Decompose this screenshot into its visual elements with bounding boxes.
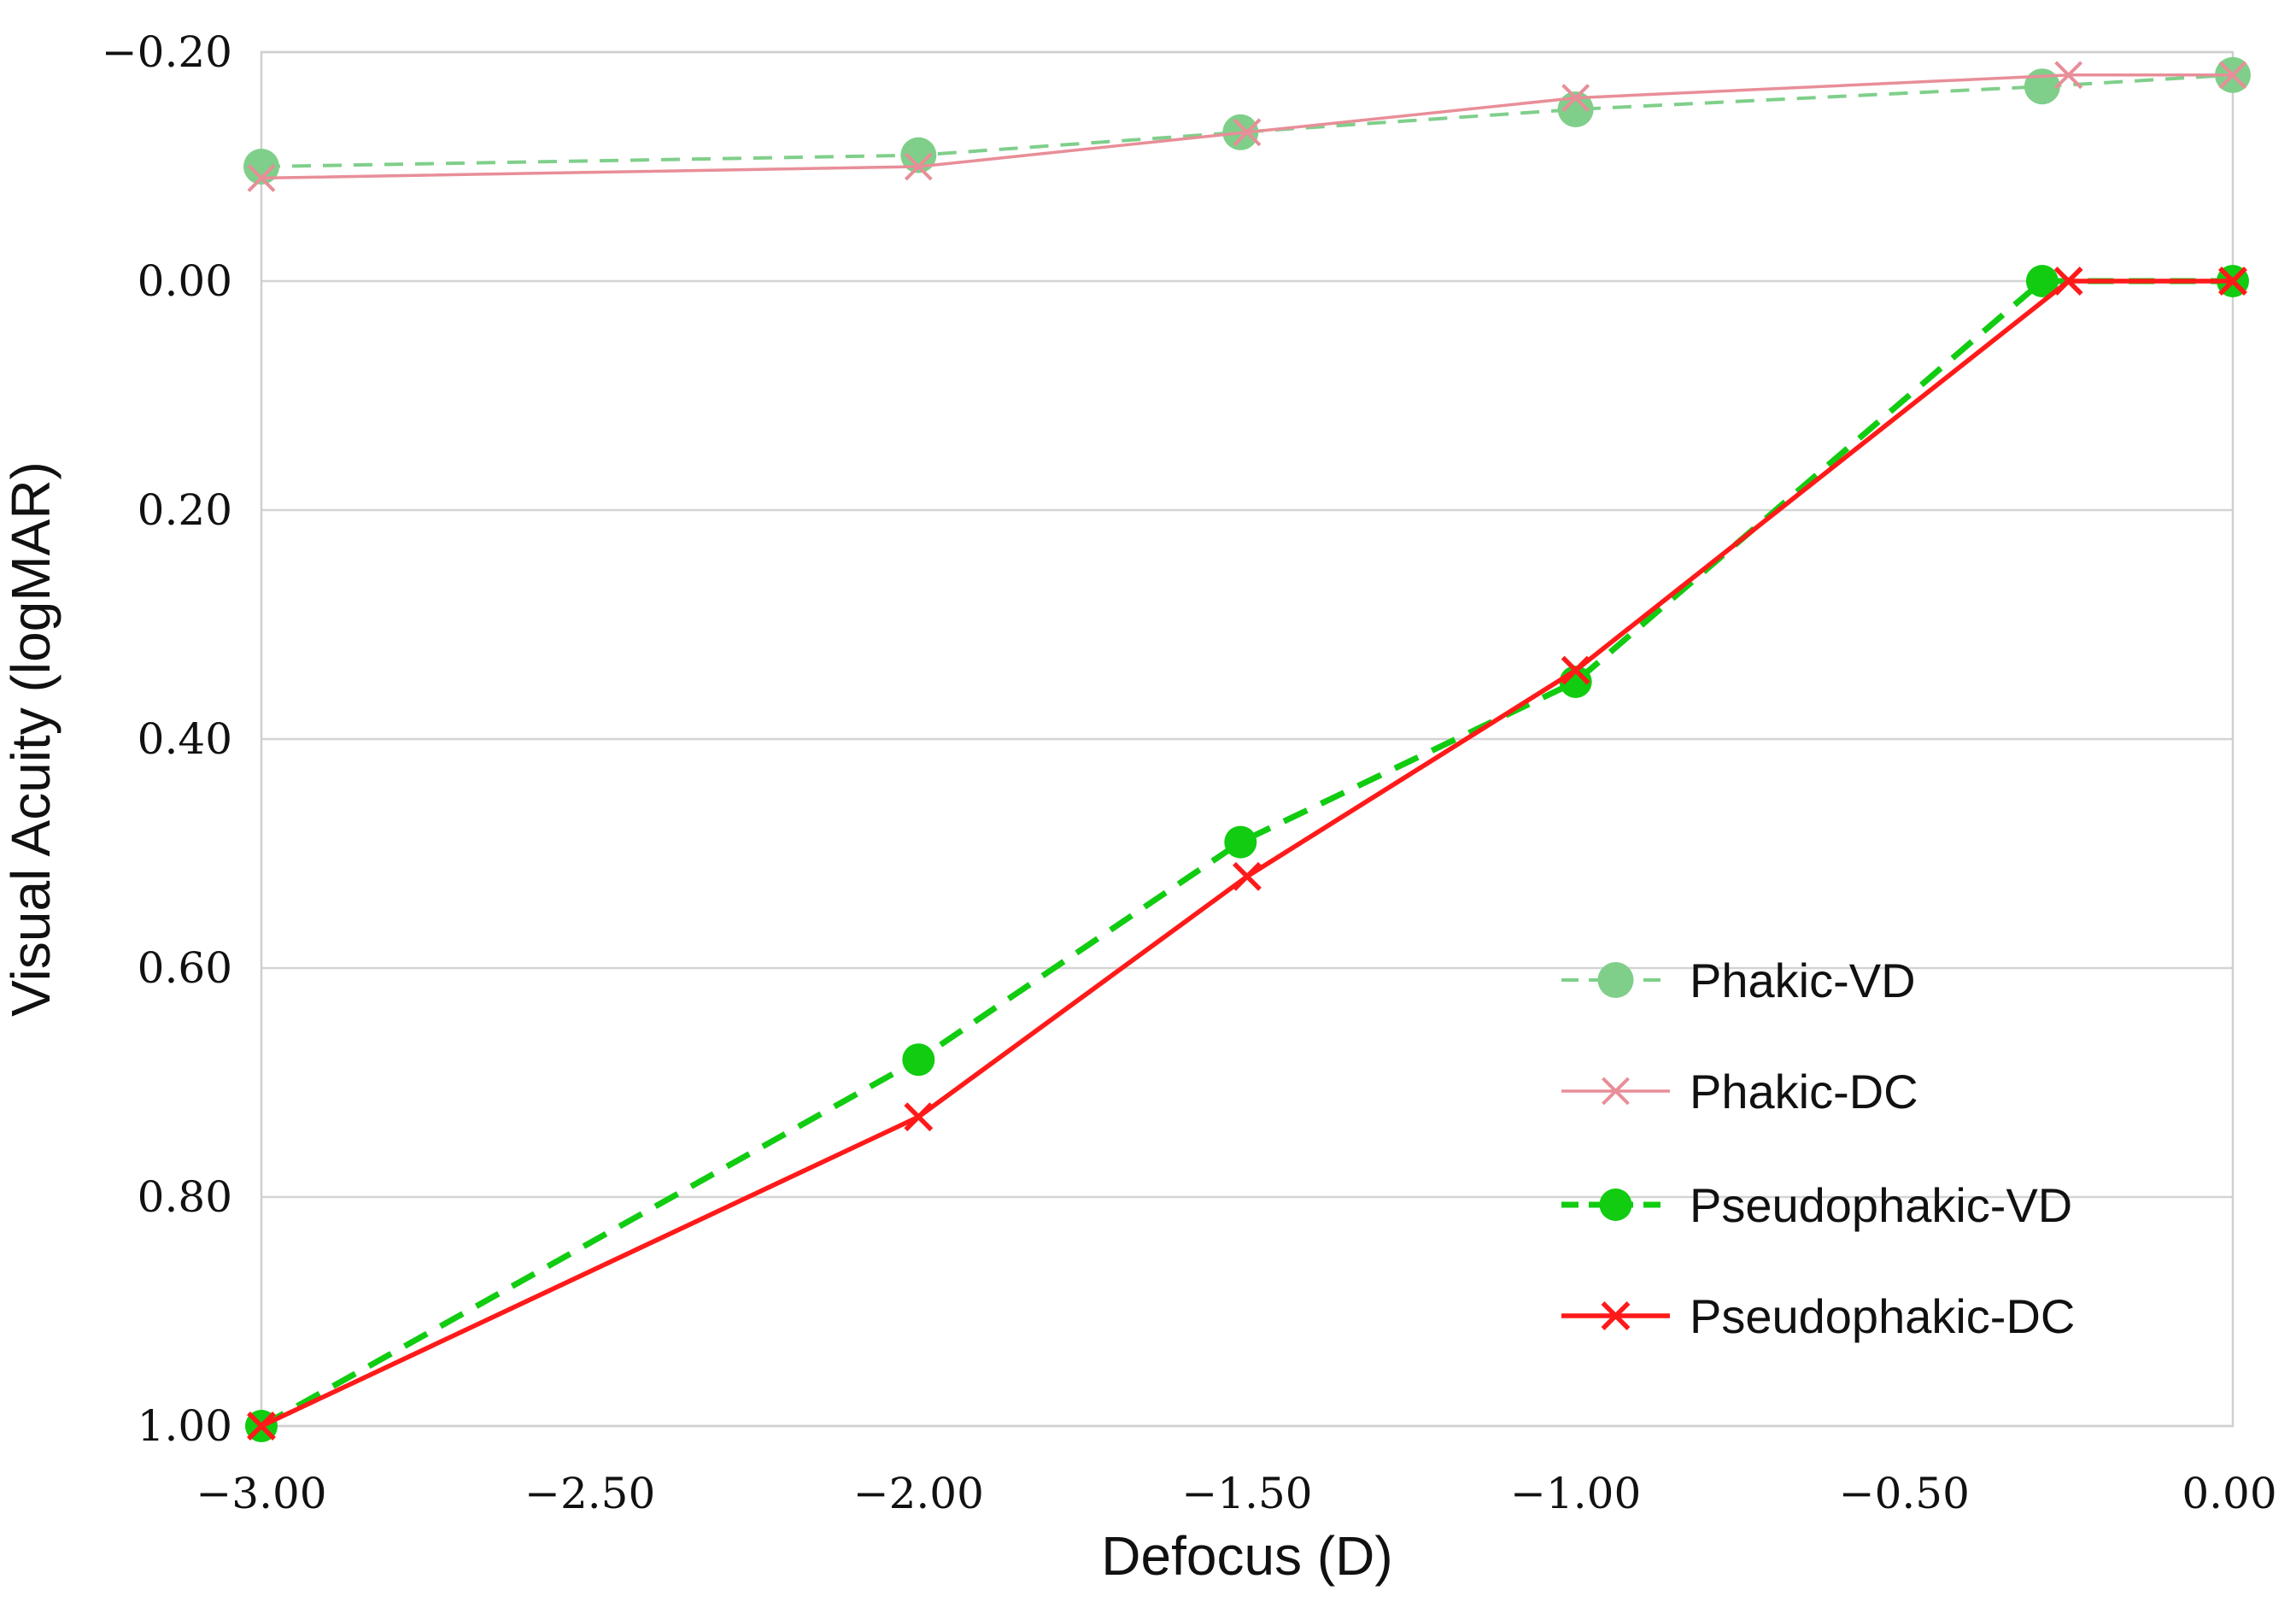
plot-frame: [260, 50, 2234, 1428]
x-tick-label: −3.00: [196, 1469, 326, 1518]
x-tick-label: −2.00: [853, 1469, 984, 1518]
x-tick-label: −1.00: [1510, 1469, 1641, 1518]
data-point-phakic-dc: [904, 152, 933, 181]
x-tick-label: −2.50: [524, 1469, 655, 1518]
data-point-pseudophakic-dc: [1561, 655, 1590, 685]
series-line-phakic-vd: [261, 73, 2234, 168]
series-line-phakic-dc: [261, 73, 2233, 180]
series-phakic-dc: [247, 61, 2247, 192]
y-tick-label: 0.80: [138, 1172, 232, 1222]
legend-label: Pseudophakic-VD: [1690, 1178, 2072, 1232]
legend-label: Pseudophakic-DC: [1690, 1289, 2075, 1343]
data-point-phakic-dc: [247, 163, 276, 192]
x-tick-label: −0.50: [1839, 1469, 1970, 1518]
legend-item-phakic-vd: Phakic-VD: [1561, 954, 1916, 1007]
y-tick-label: 0.00: [138, 256, 232, 306]
legend-marker-phakic-dc: [1602, 1077, 1630, 1106]
data-point-pseudophakic-dc: [2218, 267, 2247, 296]
y-tick-label: 1.00: [138, 1401, 232, 1451]
data-point-pseudophakic-dc: [247, 1412, 276, 1441]
legend-item-phakic-dc: Phakic-DC: [1561, 1065, 1918, 1118]
y-tick-label: 0.40: [138, 714, 232, 764]
y-tick-label: 0.60: [138, 943, 232, 993]
x-tick-label: 0.00: [2182, 1469, 2276, 1518]
series-pseudophakic-dc: [247, 267, 2247, 1441]
data-point-pseudophakic-vd: [2025, 265, 2059, 297]
data-point-phakic-dc: [2218, 61, 2247, 90]
series-pseudophakic-vd: [245, 265, 2249, 1442]
data-point-phakic-dc: [1561, 84, 1590, 113]
legend: Phakic-VD Phakic-DC Pseudophakic-VD Pseudop…: [1561, 954, 2075, 1343]
legend-marker-pseudophakic-vd: [1599, 1188, 1632, 1221]
legend-label: Phakic-DC: [1690, 1065, 1918, 1118]
data-point-pseudophakic-dc: [2053, 267, 2083, 296]
legend-item-pseudophakic-vd: Pseudophakic-VD: [1561, 1178, 2072, 1232]
y-axis-label: Visual Acuity (logMAR): [0, 461, 62, 1017]
data-point-phakic-vd: [1557, 91, 1594, 127]
legend-label: Phakic-VD: [1690, 954, 1916, 1007]
x-tick-labels: −3.00 −2.50 −2.00 −1.50 −1.00 −0.50 0.00: [196, 1469, 2276, 1518]
x-axis-label: Defocus (D): [1101, 1525, 1392, 1587]
data-point-phakic-dc: [1233, 118, 1262, 147]
x-tick-label: −1.50: [1181, 1469, 1312, 1518]
series-phakic-vd: [243, 56, 2251, 185]
data-point-phakic-vd: [900, 137, 937, 173]
data-point-pseudophakic-vd: [1224, 825, 1257, 859]
y-tick-label: −0.20: [102, 27, 232, 77]
data-point-pseudophakic-dc: [1233, 861, 1262, 891]
y-tick-label: 0.20: [138, 485, 232, 535]
legend-item-pseudophakic-dc: Pseudophakic-DC: [1561, 1289, 2075, 1343]
y-tick-labels: −0.20 0.00 0.20 0.40 0.60 0.80 1.00: [102, 27, 232, 1451]
legend-marker-pseudophakic-dc: [1601, 1301, 1631, 1330]
series-layer: [243, 56, 2251, 1442]
data-point-pseudophakic-dc: [904, 1102, 934, 1132]
data-point-phakic-dc: [2054, 61, 2083, 90]
data-point-phakic-vd: [243, 149, 279, 185]
series-line-pseudophakic-vd: [260, 278, 2233, 1429]
series-line-pseudophakic-dc: [260, 279, 2233, 1429]
data-point-pseudophakic-vd: [902, 1043, 935, 1077]
legend-marker-phakic-vd: [1597, 962, 1634, 998]
